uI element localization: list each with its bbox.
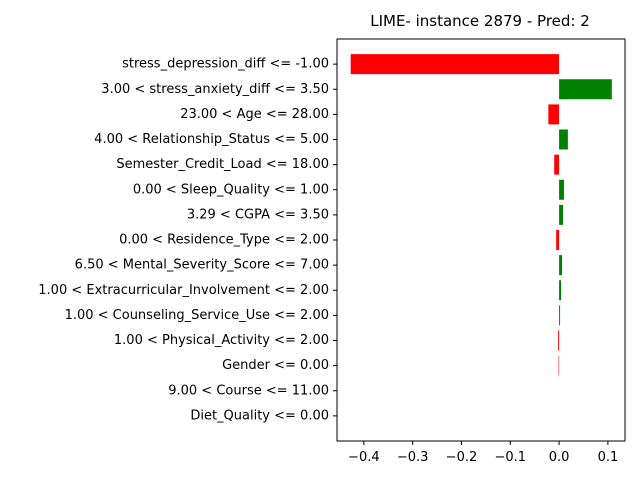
bar xyxy=(559,79,612,100)
bar xyxy=(554,154,560,175)
y-tick-label: 1.00 < Physical_Activity <= 2.00 xyxy=(114,333,329,348)
y-tick-label: 9.00 < Course <= 11.00 xyxy=(168,383,329,398)
x-axis: −0.4 −0.3 −0.2 −0.1 0.0 0.1 xyxy=(348,441,618,465)
x-tick-label: −0.1 xyxy=(494,450,526,465)
y-tick-label: 3.00 < stress_anxiety_diff <= 3.50 xyxy=(101,82,329,97)
x-tick-label: −0.3 xyxy=(397,450,429,465)
y-tick-label: stress_depression_diff <= -1.00 xyxy=(122,57,329,72)
bar xyxy=(559,280,562,301)
chart-title: LIME- instance 2879 - Pred: 2 xyxy=(370,12,590,30)
bars-group xyxy=(350,54,612,376)
y-tick-label: 1.00 < Extracurricular_Involvement <= 2.… xyxy=(38,283,329,298)
bar xyxy=(559,255,563,276)
y-tick-label: 1.00 < Counseling_Service_Use <= 2.00 xyxy=(65,308,329,323)
y-tick-label: 4.00 < Relationship_Status <= 5.00 xyxy=(94,132,329,147)
bar xyxy=(548,104,560,125)
x-tick-label: 0.1 xyxy=(598,450,619,465)
x-tick-label: −0.2 xyxy=(446,450,478,465)
y-tick-label: 0.00 < Sleep_Quality <= 1.00 xyxy=(133,182,329,197)
y-tick-label: Diet_Quality <= 0.00 xyxy=(190,408,329,423)
y-axis: stress_depression_diff <= -1.00 3.00 < st… xyxy=(38,57,337,423)
y-tick-label: 0.00 < Residence_Type <= 2.00 xyxy=(119,233,329,248)
y-tick-label: 3.29 < CGPA <= 3.50 xyxy=(187,207,329,222)
x-tick-label: −0.4 xyxy=(348,450,380,465)
bar xyxy=(559,305,561,326)
bar xyxy=(559,179,564,200)
y-tick-label: 6.50 < Mental_Severity_Score <= 7.00 xyxy=(75,258,329,273)
y-tick-label: 23.00 < Age <= 28.00 xyxy=(180,107,329,122)
bar xyxy=(559,129,568,150)
bar xyxy=(559,204,564,225)
x-tick-label: 0.0 xyxy=(549,450,570,465)
bar xyxy=(350,54,560,75)
bar xyxy=(556,230,560,250)
axes-frame xyxy=(336,38,626,442)
y-tick-label: Gender <= 0.00 xyxy=(222,358,329,373)
y-tick-label: Semester_Credit_Load <= 18.00 xyxy=(116,157,329,172)
bar xyxy=(558,330,560,351)
